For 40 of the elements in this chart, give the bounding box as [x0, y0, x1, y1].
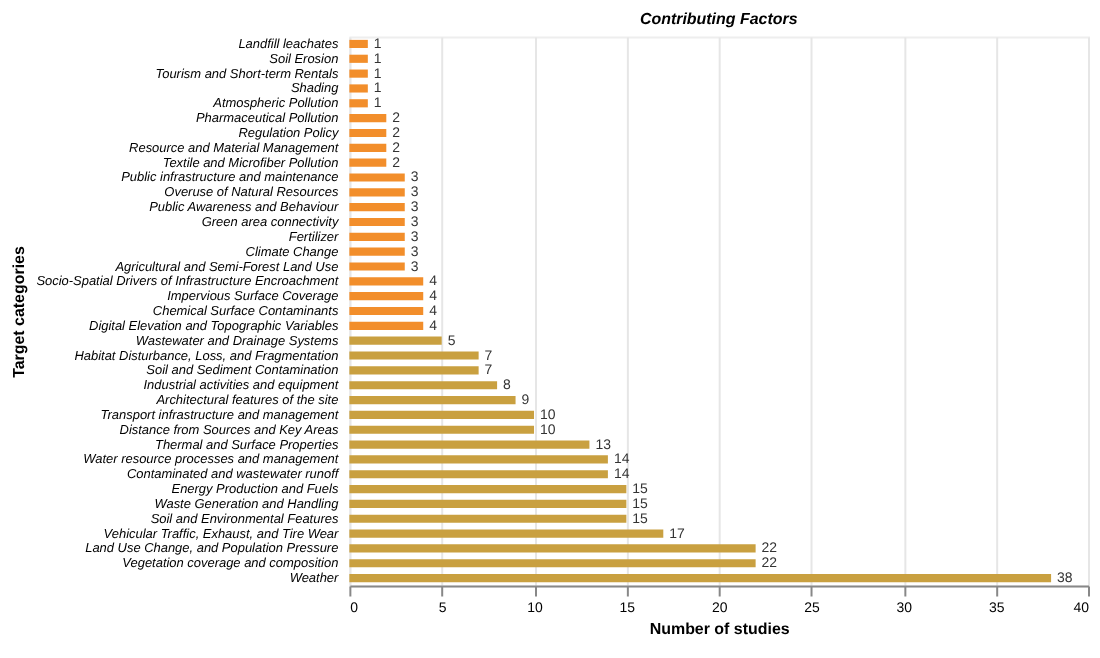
bar	[349, 203, 405, 212]
bar	[349, 529, 664, 538]
bar	[349, 321, 424, 330]
x-axis-title: Number of studies	[649, 620, 791, 639]
bar	[349, 470, 608, 479]
bar	[349, 395, 516, 405]
bar	[349, 84, 368, 93]
bar	[349, 544, 756, 553]
bar	[349, 114, 387, 123]
bar	[349, 99, 368, 108]
bar	[349, 499, 627, 508]
bar	[349, 455, 608, 464]
bar	[349, 173, 405, 182]
bar	[349, 143, 387, 152]
bar	[349, 232, 405, 241]
y-axis-title: Target categories	[9, 245, 28, 378]
bar	[349, 54, 368, 63]
bar	[349, 485, 627, 494]
bar	[349, 188, 405, 197]
bar	[349, 262, 405, 271]
bar	[349, 247, 405, 256]
bar	[349, 306, 424, 316]
bar	[349, 336, 442, 345]
bar	[349, 366, 479, 375]
chart-title: Contributing Factors	[639, 9, 799, 28]
bar	[349, 574, 1052, 583]
bar	[349, 292, 424, 301]
bar	[349, 559, 756, 568]
bar	[349, 440, 590, 449]
bar	[349, 69, 368, 78]
bar	[349, 128, 387, 138]
bar	[349, 381, 498, 390]
bar	[349, 425, 535, 434]
bar	[349, 217, 405, 227]
bar	[349, 158, 387, 167]
bar	[349, 277, 424, 286]
bar	[349, 39, 368, 49]
bar	[349, 410, 535, 419]
bar	[349, 351, 479, 360]
bar	[349, 514, 627, 523]
